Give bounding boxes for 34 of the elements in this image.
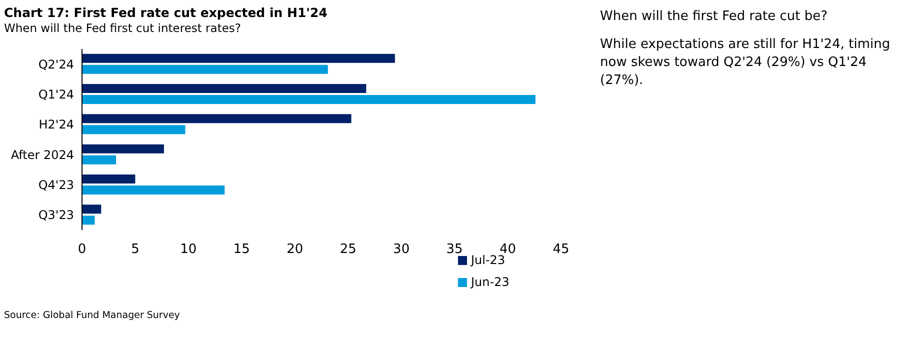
text: When will the first Fed rate cut be? (600, 8, 829, 26)
chart-title: Chart 17: First Fed rate cut expected in H1'24 (4, 5, 328, 20)
legend-label: Jun-23 (471, 275, 510, 289)
y-tick-label: H2'24 (38, 118, 74, 132)
text: While expectations are still for H1'24, timing now skews toward Q2'24 (29%) vs Q1'24 (27%). (600, 36, 892, 90)
bar (82, 174, 136, 184)
y-tick-label: After 2024 (10, 148, 74, 162)
bar (82, 125, 186, 134)
bar (82, 216, 95, 225)
x-tick-label: 5 (131, 242, 140, 258)
y-tick-label: Q3'23 (38, 208, 74, 222)
y-tick-label: Q1'24 (38, 88, 74, 102)
bar (82, 185, 225, 194)
bar (82, 94, 536, 104)
bar (82, 204, 102, 214)
legend-label: Jul-23 (471, 253, 506, 267)
source-note: Source: Global Fund Manager Survey (4, 310, 181, 321)
y-tick-label: Q2'24 (38, 57, 74, 72)
x-tick-label: 15 (233, 242, 250, 258)
x-tick-label: 45 (552, 242, 570, 258)
chart-subtitle: When will the Fed first cut interest rates? (4, 21, 242, 35)
x-tick-label: 35 (446, 242, 463, 258)
x-tick-label: 20 (286, 242, 304, 258)
bar (82, 64, 328, 74)
bar (82, 114, 352, 124)
bar (82, 155, 116, 164)
bar (82, 144, 164, 154)
bar (82, 54, 395, 63)
bar (82, 84, 366, 93)
x-tick-label: 10 (180, 242, 197, 258)
x-tick-label: 25 (340, 242, 356, 258)
x-tick-label: 0 (78, 242, 86, 258)
y-tick-label: Q4'23 (38, 178, 74, 192)
x-tick-label: 30 (393, 242, 410, 258)
